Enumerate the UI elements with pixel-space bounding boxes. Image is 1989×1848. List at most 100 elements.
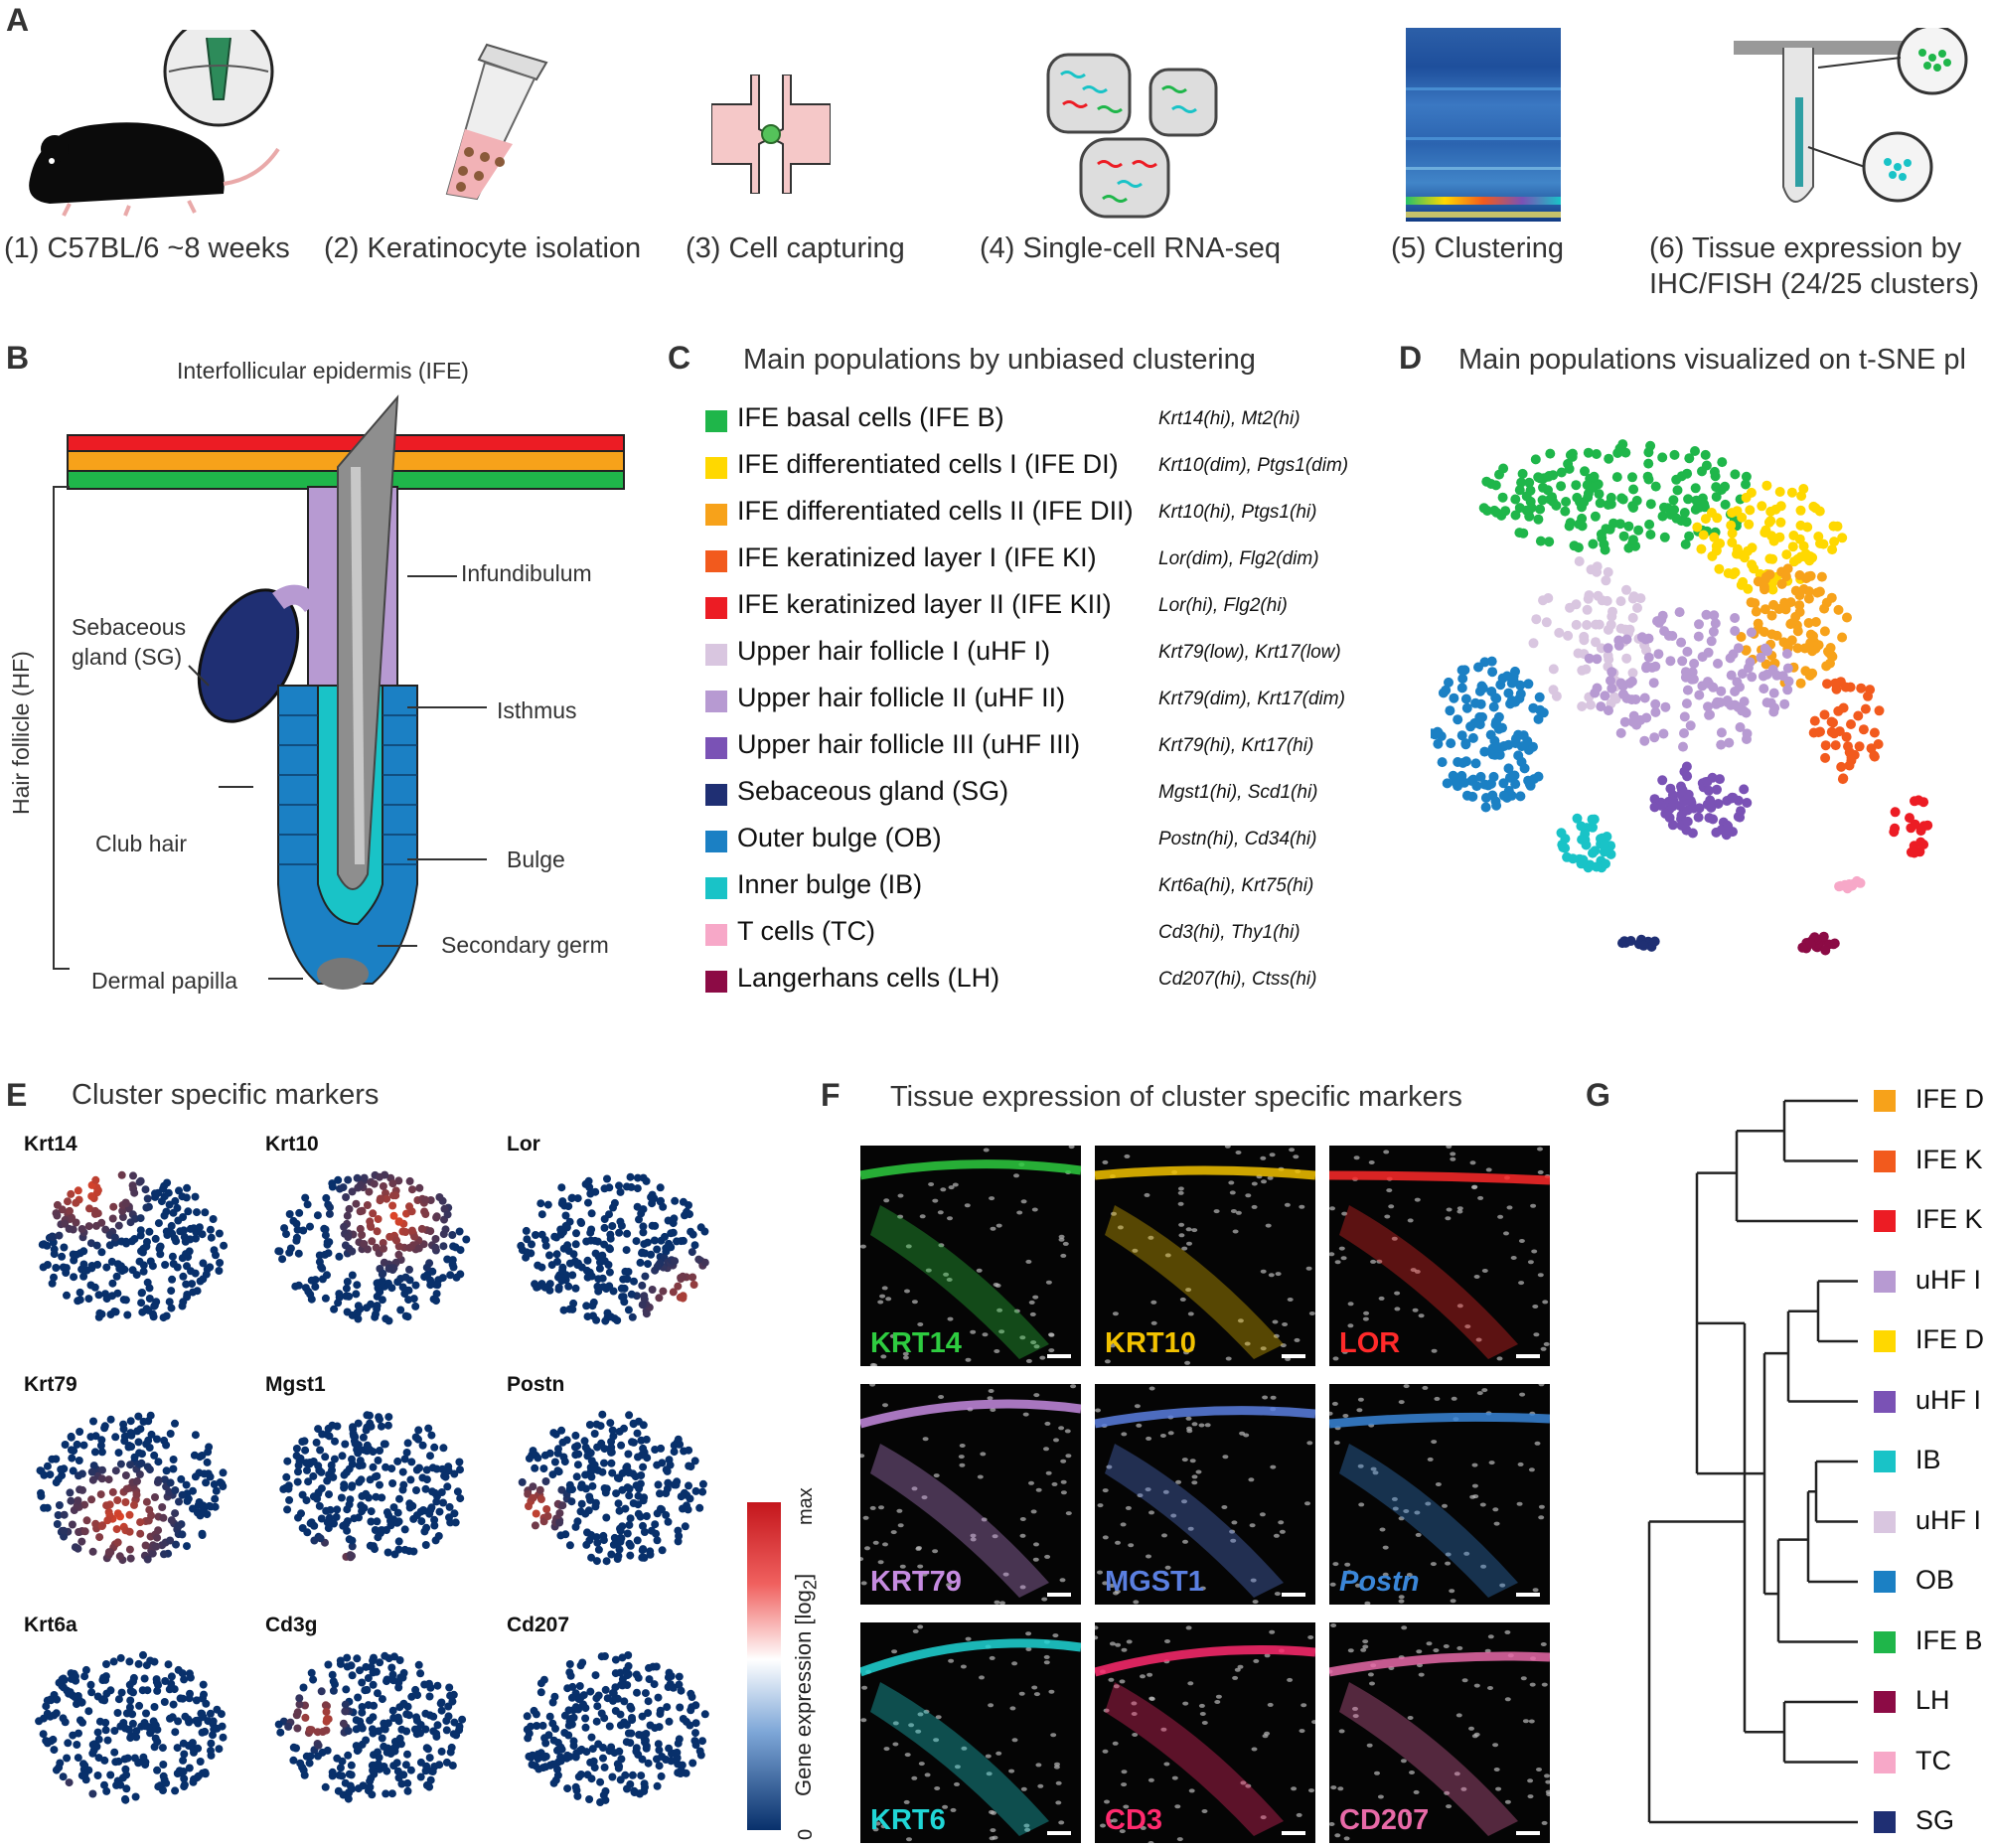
tsne-point bbox=[1730, 613, 1741, 623]
marker-tsne-point bbox=[549, 1736, 558, 1745]
nucleus bbox=[1237, 1664, 1244, 1669]
marker-tsne-point bbox=[427, 1503, 436, 1512]
nucleus bbox=[1102, 1581, 1109, 1586]
marker-tsne-point bbox=[533, 1722, 541, 1730]
marker-tsne-point bbox=[370, 1701, 379, 1710]
nucleus bbox=[917, 1624, 924, 1629]
marker-tsne-point bbox=[382, 1789, 390, 1798]
marker-tsne-point bbox=[592, 1420, 601, 1429]
tsne-point bbox=[1446, 738, 1456, 749]
marker-tsne-point bbox=[621, 1267, 630, 1276]
marker-tsne-point bbox=[569, 1742, 578, 1751]
nucleus bbox=[1446, 1207, 1453, 1212]
tsne-point bbox=[1477, 683, 1488, 693]
marker-tsne-point bbox=[567, 1194, 576, 1203]
marker-tsne-point bbox=[571, 1431, 580, 1440]
nucleus bbox=[1473, 1275, 1480, 1279]
nucleus bbox=[1235, 1210, 1242, 1215]
marker-tsne-point bbox=[532, 1509, 540, 1518]
tsne-point bbox=[1837, 533, 1848, 543]
nucleus bbox=[1097, 1570, 1103, 1575]
nucleus bbox=[1249, 1523, 1256, 1528]
nucleus bbox=[1379, 1527, 1386, 1532]
nucleus bbox=[1060, 1479, 1067, 1484]
marker-tsne-point bbox=[426, 1227, 435, 1236]
marker-tsne-point bbox=[65, 1778, 74, 1787]
nucleus bbox=[1529, 1682, 1536, 1687]
tsne-point bbox=[1740, 552, 1750, 563]
tsne-point bbox=[1832, 521, 1843, 532]
marker-tsne-point bbox=[543, 1200, 552, 1209]
marker-tsne-point bbox=[113, 1538, 122, 1547]
marker-tsne-point bbox=[603, 1174, 611, 1183]
tsne-point bbox=[1759, 684, 1769, 694]
tsne-point bbox=[1600, 691, 1610, 701]
nucleus bbox=[1296, 1812, 1302, 1817]
marker-tsne-point bbox=[76, 1296, 84, 1305]
tsne-point bbox=[1643, 447, 1654, 458]
nucleus bbox=[932, 1198, 939, 1203]
marker-tsne-point bbox=[331, 1437, 339, 1446]
marker-tsne-point bbox=[695, 1503, 704, 1512]
marker-tsne-point bbox=[571, 1443, 579, 1452]
tsne-point bbox=[1735, 682, 1745, 693]
tsne-point bbox=[1874, 705, 1885, 716]
tsne-point bbox=[1915, 837, 1926, 847]
marker-tsne-point bbox=[558, 1501, 567, 1510]
marker-tsne-point bbox=[39, 1730, 48, 1739]
nucleus bbox=[872, 1827, 879, 1832]
marker-tsne-point bbox=[79, 1272, 88, 1281]
marker-tsne-point bbox=[215, 1267, 224, 1275]
marker-tsne-point bbox=[345, 1204, 354, 1213]
marker-tsne-point bbox=[126, 1417, 135, 1426]
tsne-point bbox=[1639, 693, 1650, 703]
marker-tsne-point bbox=[201, 1208, 210, 1217]
marker-tsne-point bbox=[553, 1466, 562, 1475]
marker-tsne-point bbox=[393, 1457, 402, 1465]
nucleus bbox=[1280, 1343, 1287, 1348]
tsne-point bbox=[1826, 592, 1837, 603]
marker-tsne-point bbox=[122, 1237, 130, 1246]
nucleus bbox=[1533, 1332, 1540, 1337]
marker-tsne-point bbox=[300, 1437, 309, 1446]
marker-tsne-point bbox=[150, 1302, 159, 1310]
marker-tsne-point bbox=[322, 1707, 331, 1716]
marker-tsne-point bbox=[624, 1306, 633, 1314]
marker-tsne-point bbox=[424, 1424, 433, 1433]
marker-tsne-point bbox=[160, 1211, 169, 1220]
nucleus bbox=[1407, 1716, 1414, 1720]
marker-tsne-point bbox=[640, 1493, 649, 1502]
marker-tsne-point bbox=[159, 1761, 168, 1769]
tsne-point bbox=[1606, 848, 1616, 859]
marker-tsne-point bbox=[407, 1458, 416, 1466]
nucleus bbox=[1019, 1517, 1026, 1521]
tsne-point bbox=[1780, 571, 1791, 582]
marker-tsne-point bbox=[118, 1213, 127, 1221]
tsne-point bbox=[1746, 627, 1757, 638]
panel-label-g: G bbox=[1586, 1077, 1610, 1113]
tsne-point bbox=[1697, 681, 1708, 692]
marker-tsne-point bbox=[375, 1413, 383, 1422]
marker-tsne-point bbox=[60, 1532, 69, 1541]
marker-tsne-point bbox=[569, 1299, 578, 1308]
legend-swatch bbox=[705, 597, 727, 619]
nucleus bbox=[1147, 1672, 1153, 1677]
nucleus bbox=[1237, 1318, 1244, 1323]
marker-tsne-point bbox=[113, 1509, 122, 1518]
marker-tsne-point bbox=[573, 1517, 582, 1526]
nucleus bbox=[922, 1437, 929, 1442]
tsne-point bbox=[1606, 492, 1616, 503]
marker-tsne-point bbox=[383, 1548, 392, 1557]
tsne-point bbox=[1768, 599, 1779, 610]
marker-tsne-point bbox=[639, 1444, 648, 1453]
tsne-point bbox=[1625, 936, 1636, 946]
marker-tsne-point bbox=[276, 1728, 285, 1737]
nucleus bbox=[1294, 1337, 1300, 1342]
marker-tsne-point bbox=[305, 1726, 314, 1734]
tsne-point bbox=[1574, 519, 1585, 530]
marker-tsne-point bbox=[166, 1228, 175, 1237]
marker-tsne-point bbox=[656, 1504, 665, 1513]
marker-tsne-point bbox=[556, 1743, 565, 1752]
nucleus bbox=[1308, 1788, 1314, 1793]
marker-tsne-point bbox=[136, 1176, 145, 1185]
